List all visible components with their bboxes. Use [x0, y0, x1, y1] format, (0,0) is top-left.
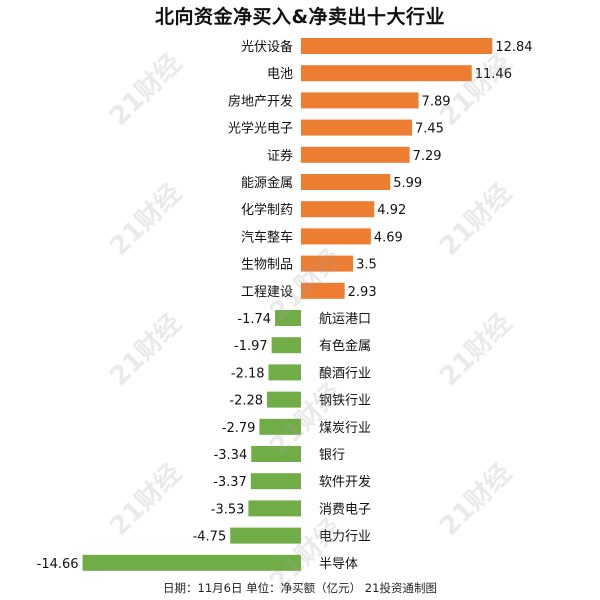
category-label: 煤炭行业: [319, 421, 371, 436]
category-label: 电力行业: [319, 530, 371, 545]
category-label: 半导体: [319, 557, 358, 572]
category-label: 消费电子: [319, 502, 371, 517]
category-label: 电池: [267, 67, 293, 82]
category-label: 汽车整车: [241, 229, 293, 245]
bar-有色金属: [271, 337, 301, 354]
value-label: 7.89: [422, 94, 451, 109]
chart-title: 北向资金净买入&净卖出十大行业: [154, 6, 446, 28]
value-label: 4.92: [377, 203, 406, 218]
value-label: -3.37: [213, 475, 247, 490]
value-label: -2.18: [231, 366, 265, 381]
value-label: 2.93: [348, 285, 377, 300]
category-label: 证券: [267, 148, 293, 164]
value-label: 3.5: [356, 258, 377, 273]
category-label: 房地产开发: [228, 93, 293, 109]
value-label: -1.74: [237, 312, 271, 327]
bar-能源金属: [301, 174, 391, 190]
bar-软件开发: [250, 473, 301, 490]
bar-半导体: [82, 554, 301, 571]
category-label: 能源金属: [241, 175, 293, 191]
bar-煤炭行业: [259, 418, 301, 435]
value-label: 5.99: [393, 176, 422, 191]
category-label: 工程建设: [241, 285, 293, 300]
value-label: -3.53: [211, 502, 245, 517]
bar-房地产开发: [301, 92, 419, 109]
value-label: 4.69: [374, 230, 403, 245]
category-label: 化学制药: [241, 202, 293, 218]
value-label: 7.29: [413, 149, 442, 164]
bar-汽车整车: [301, 228, 371, 245]
bar-电力行业: [230, 527, 301, 544]
category-label: 酿酒行业: [319, 365, 371, 381]
bar-消费电子: [248, 500, 301, 517]
value-label: -2.28: [229, 394, 263, 409]
value-label: 12.84: [495, 40, 532, 55]
bar-生物制品: [301, 255, 354, 272]
bar-证券: [301, 146, 410, 163]
chart-footnote: 日期：11月6日 单位：净买额（亿元） 21投资通制图: [163, 581, 437, 595]
category-label: 软件开发: [319, 474, 371, 490]
bar-电池: [301, 65, 472, 82]
category-label: 有色金属: [319, 338, 371, 354]
bar-酿酒行业: [268, 364, 301, 381]
bar-航运港口: [275, 310, 301, 326]
category-label: 航运港口: [319, 311, 371, 327]
category-label: 银行: [319, 448, 345, 463]
value-label: -3.34: [214, 448, 248, 463]
bar-光学光电子: [301, 119, 413, 136]
category-label: 钢铁行业: [319, 394, 371, 409]
category-label: 光学光电子: [228, 121, 293, 137]
value-label: -2.79: [222, 421, 256, 436]
bar-钢铁行业: [267, 391, 301, 408]
category-label: 生物制品: [241, 258, 293, 273]
value-label: 7.45: [415, 122, 444, 137]
value-label: 11.46: [475, 67, 512, 82]
value-label: -14.66: [37, 557, 79, 572]
bar-化学制药: [301, 201, 375, 218]
value-label: -1.97: [234, 339, 268, 354]
category-label: 光伏设备: [241, 39, 293, 55]
bar-工程建设: [301, 282, 345, 299]
value-label: -4.75: [193, 530, 227, 545]
bar-银行: [251, 446, 301, 462]
bar-光伏设备: [301, 38, 493, 54]
